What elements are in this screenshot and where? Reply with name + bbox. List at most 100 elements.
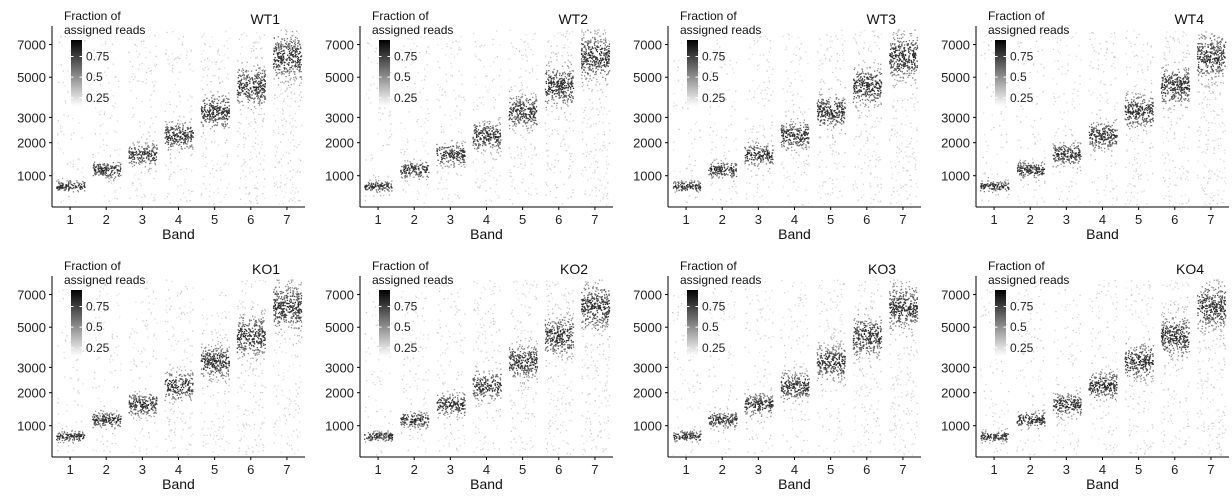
data-point: [191, 144, 192, 145]
data-point: [681, 190, 682, 191]
data-point: [260, 48, 261, 49]
data-point: [212, 168, 213, 169]
data-point: [581, 50, 582, 51]
data-point: [675, 183, 676, 184]
data-point: [416, 163, 417, 164]
data-point: [259, 74, 260, 75]
data-point: [697, 190, 698, 191]
data-point: [548, 61, 549, 62]
data-point: [583, 112, 584, 113]
data-point: [552, 71, 553, 72]
data-point: [211, 160, 212, 161]
data-point: [551, 90, 552, 91]
data-point: [218, 192, 219, 193]
data-point: [531, 93, 532, 94]
data-point: [564, 144, 565, 145]
data-point: [247, 97, 248, 98]
data-point: [523, 178, 524, 179]
data-point: [581, 58, 582, 59]
data-point: [700, 185, 701, 186]
data-point: [148, 151, 149, 152]
data-point: [290, 78, 291, 79]
data-point: [191, 131, 192, 132]
data-point: [237, 72, 238, 73]
data-point: [177, 142, 178, 143]
data-point: [212, 116, 213, 117]
data-point: [146, 148, 147, 149]
data-point: [226, 98, 227, 99]
data-point: [203, 50, 204, 51]
data-point: [172, 138, 173, 139]
data-point: [424, 166, 425, 167]
data-point: [710, 173, 711, 174]
data-point: [588, 52, 589, 53]
data-point: [135, 190, 136, 191]
data-point: [565, 62, 566, 63]
data-point: [673, 182, 674, 183]
data-point: [582, 121, 583, 122]
data-point: [152, 151, 153, 152]
data-point: [527, 87, 528, 88]
data-point: [601, 107, 602, 108]
data-point: [80, 189, 81, 190]
data-point: [734, 174, 735, 175]
data-point: [527, 60, 528, 61]
data-point: [264, 35, 265, 36]
data-point: [288, 49, 289, 50]
data-point: [456, 158, 457, 159]
data-point: [570, 156, 571, 157]
data-point: [118, 81, 119, 82]
data-point: [479, 122, 480, 123]
legend-colorbar: [71, 40, 82, 106]
data-point: [551, 78, 552, 79]
data-point: [723, 155, 724, 156]
data-point: [292, 184, 293, 185]
data-point: [246, 88, 247, 89]
data-point: [257, 56, 258, 57]
data-point: [584, 70, 585, 71]
data-point: [733, 166, 734, 167]
data-point: [79, 187, 80, 188]
data-point: [493, 79, 494, 80]
data-point: [111, 115, 112, 116]
data-point: [131, 161, 132, 162]
data-point: [263, 160, 264, 161]
data-point: [458, 131, 459, 132]
data-point: [569, 121, 570, 122]
data-point: [593, 107, 594, 108]
data-point: [136, 152, 137, 153]
data-point: [169, 130, 170, 131]
data-point: [404, 171, 405, 172]
data-point: [453, 155, 454, 156]
data-point: [253, 46, 254, 47]
data-point: [227, 48, 228, 49]
data-point: [476, 145, 477, 146]
data-point: [243, 144, 244, 145]
data-point: [214, 101, 215, 102]
data-point: [289, 59, 290, 60]
data-point: [188, 148, 189, 149]
data-point: [546, 162, 547, 163]
data-point: [509, 30, 510, 31]
data-point: [246, 82, 247, 83]
data-point: [180, 54, 181, 55]
data-point: [510, 153, 511, 154]
data-point: [547, 93, 548, 94]
data-point: [571, 80, 572, 81]
data-point: [222, 101, 223, 102]
data-point: [132, 76, 133, 77]
data-point: [551, 80, 552, 81]
data-point: [608, 58, 609, 59]
data-point: [582, 170, 583, 171]
data-point: [522, 126, 523, 127]
data-point: [604, 107, 605, 108]
data-point: [106, 133, 107, 134]
data-point: [520, 106, 521, 107]
data-point: [264, 113, 265, 114]
data-point: [456, 173, 457, 174]
data-point: [216, 62, 217, 63]
data-point: [441, 132, 442, 133]
data-point: [497, 143, 498, 144]
data-point: [261, 108, 262, 109]
data-point: [493, 158, 494, 159]
